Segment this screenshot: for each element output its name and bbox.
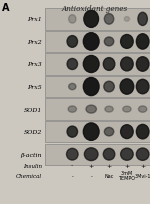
Ellipse shape — [103, 58, 115, 71]
Text: Antioxidant genes: Antioxidant genes — [61, 5, 128, 13]
Text: Prx1: Prx1 — [27, 17, 42, 22]
Text: β-actin: β-actin — [21, 152, 42, 157]
Ellipse shape — [136, 35, 149, 50]
Ellipse shape — [123, 106, 131, 113]
Ellipse shape — [84, 11, 99, 28]
Text: -: - — [90, 173, 92, 178]
Text: +: + — [124, 163, 129, 168]
Ellipse shape — [138, 106, 147, 113]
Ellipse shape — [104, 14, 114, 25]
Ellipse shape — [69, 84, 76, 90]
Text: 3mM
TEMPO: 3mM TEMPO — [118, 171, 135, 180]
Ellipse shape — [66, 149, 78, 160]
Bar — [45, 9, 150, 30]
Ellipse shape — [83, 56, 99, 73]
Ellipse shape — [83, 33, 99, 51]
Ellipse shape — [104, 128, 114, 136]
Ellipse shape — [136, 125, 149, 139]
Text: -: - — [71, 173, 73, 178]
Ellipse shape — [121, 35, 133, 49]
Ellipse shape — [104, 82, 114, 92]
Ellipse shape — [105, 106, 113, 113]
Text: Prx3: Prx3 — [27, 62, 42, 67]
Ellipse shape — [121, 148, 133, 161]
Ellipse shape — [67, 59, 78, 70]
Text: Chemical: Chemical — [16, 173, 42, 178]
Bar — [45, 32, 150, 53]
Ellipse shape — [136, 80, 149, 94]
Text: SOD2: SOD2 — [24, 130, 42, 134]
Ellipse shape — [136, 148, 149, 161]
Ellipse shape — [120, 80, 134, 95]
Ellipse shape — [86, 105, 96, 114]
Text: +: + — [106, 163, 112, 168]
Text: 3Mvi-1: 3Mvi-1 — [134, 173, 150, 178]
Bar — [45, 76, 150, 98]
Ellipse shape — [103, 149, 115, 160]
Text: Prx5: Prx5 — [27, 85, 42, 90]
Bar — [45, 54, 150, 75]
Ellipse shape — [121, 125, 133, 139]
Ellipse shape — [84, 148, 98, 161]
Ellipse shape — [83, 123, 99, 141]
Bar — [45, 144, 150, 165]
Ellipse shape — [83, 78, 99, 96]
Bar — [45, 121, 150, 143]
Ellipse shape — [124, 18, 129, 22]
Ellipse shape — [68, 106, 76, 113]
Text: SOD1: SOD1 — [24, 107, 42, 112]
Ellipse shape — [67, 36, 78, 48]
Ellipse shape — [69, 16, 76, 24]
Text: Nac: Nac — [104, 173, 114, 178]
Ellipse shape — [67, 126, 78, 137]
Text: -: - — [71, 163, 74, 168]
Bar — [45, 99, 150, 120]
Text: Insulin: Insulin — [23, 163, 42, 168]
Ellipse shape — [121, 58, 133, 72]
Ellipse shape — [104, 38, 114, 47]
Ellipse shape — [136, 58, 149, 72]
Ellipse shape — [138, 13, 147, 26]
Text: A: A — [2, 3, 9, 13]
Text: Prx2: Prx2 — [27, 40, 42, 45]
Text: +: + — [88, 163, 94, 168]
Text: +: + — [140, 163, 145, 168]
